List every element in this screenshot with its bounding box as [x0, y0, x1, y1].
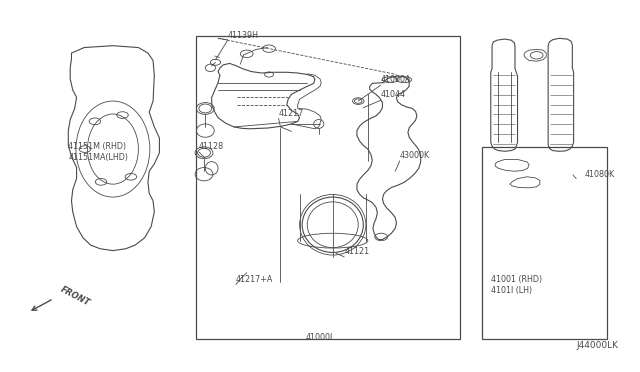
Text: 41217+A: 41217+A: [236, 275, 273, 284]
Text: 4101l (LH): 4101l (LH): [491, 286, 532, 295]
Text: 41044: 41044: [381, 90, 406, 99]
Text: 41121: 41121: [344, 247, 369, 256]
Text: 41000L: 41000L: [305, 333, 335, 342]
Text: 41001 (RHD): 41001 (RHD): [491, 275, 542, 284]
Bar: [483, 147, 607, 339]
Text: FRONT: FRONT: [59, 285, 92, 308]
Text: 41080K: 41080K: [585, 170, 615, 179]
Text: 41151MA(LHD): 41151MA(LHD): [68, 153, 128, 162]
Text: J44000LK: J44000LK: [576, 341, 618, 350]
Ellipse shape: [302, 197, 364, 253]
Text: 43000K: 43000K: [399, 151, 430, 160]
Text: 41151M (RHD): 41151M (RHD): [68, 142, 127, 151]
Text: 41217: 41217: [278, 109, 304, 118]
Text: 41139H: 41139H: [228, 31, 259, 40]
Text: 41128: 41128: [199, 142, 224, 151]
Bar: [196, 36, 460, 339]
Text: 41000A: 41000A: [381, 76, 411, 84]
